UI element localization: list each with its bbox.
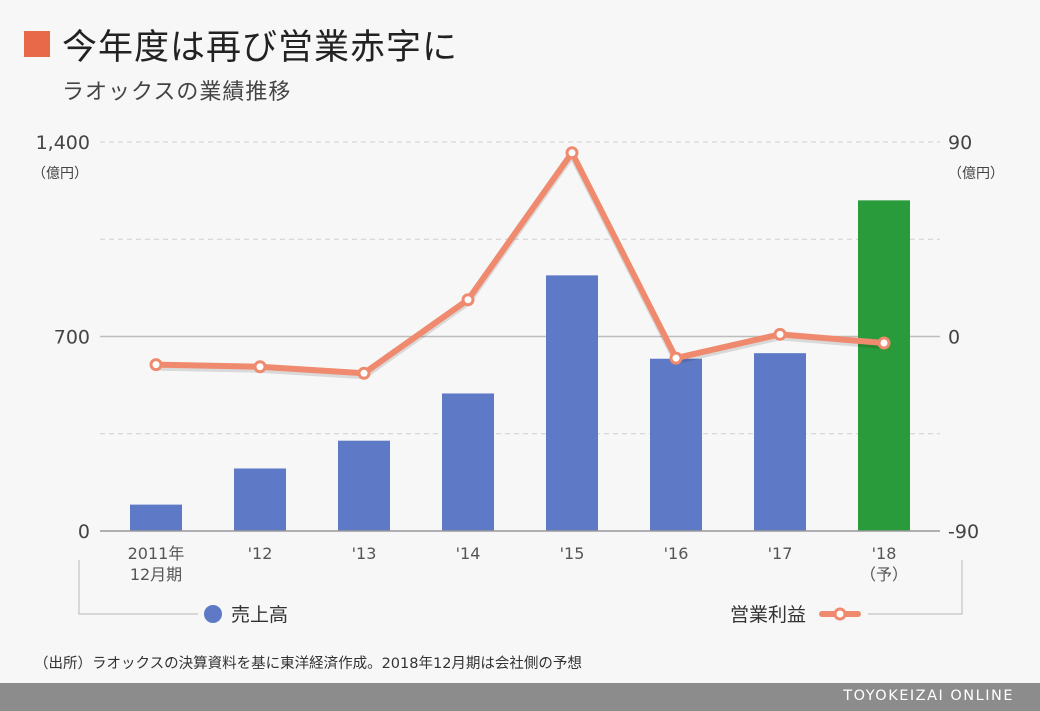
y-right-unit: （億円） [948, 166, 1004, 182]
line-shadow [155, 152, 885, 380]
y-right-tick-label: 90 [948, 132, 972, 154]
footer-brand: TOYOKEIZAI ONLINE [843, 688, 1014, 704]
line-point [877, 336, 891, 350]
legend-bar-label: 売上高 [231, 604, 288, 626]
legend-frame-right [868, 560, 963, 615]
x-tick-label: '12 [248, 544, 273, 563]
footer-bar: TOYOKEIZAI ONLINE [0, 683, 1040, 711]
y-left-tick-label: 700 [54, 327, 90, 349]
x-tick-label: （予） [860, 565, 908, 584]
y-right-tick-label: -90 [948, 521, 979, 543]
x-tick-label: 12月期 [130, 565, 182, 584]
title-row: 今年度は再び営業赤字に [24, 22, 458, 68]
legend-line-marker [833, 607, 847, 621]
operating-profit-line [153, 149, 887, 377]
bar [338, 440, 390, 531]
x-tick-label: '17 [768, 544, 793, 563]
x-tick-label: '16 [664, 544, 689, 563]
bar [234, 468, 286, 531]
line-point [461, 293, 475, 307]
line-point [669, 351, 683, 365]
bar [442, 393, 494, 531]
legend-frame-left [78, 560, 198, 615]
x-tick-label: '15 [560, 544, 585, 563]
x-tick-label: 2011年 [128, 544, 185, 563]
x-tick-label: '14 [456, 544, 481, 563]
chart-plot: 0 700 1,400 （億円） -90 0 90 （億円） 2011年 12月期 '12 '13 '1… [32, 132, 1004, 626]
bar [858, 200, 910, 531]
line-point [773, 327, 787, 341]
bar [754, 353, 806, 531]
legend-bar-marker [204, 605, 222, 623]
y-right-tick-label: 0 [948, 327, 960, 349]
x-tick-label: '13 [352, 544, 377, 563]
source-note: （出所）ラオックスの決算資料を基に東洋経済作成。2018年12月期は会社側の予想 [34, 656, 582, 672]
line-point [565, 146, 579, 160]
x-tick-label: '18 [872, 544, 897, 563]
line-point [357, 366, 371, 380]
legend-line-label: 営業利益 [730, 604, 806, 626]
chart-subtitle: ラオックスの業績推移 [62, 80, 292, 105]
y-left-unit: （億円） [32, 166, 88, 182]
bar [546, 275, 598, 531]
y-left-tick-label: 0 [78, 521, 90, 543]
line-point [149, 358, 163, 372]
y-left-tick-label: 1,400 [36, 132, 90, 154]
bar [650, 358, 702, 531]
title-marker [24, 31, 50, 57]
chart-title: 今年度は再び営業赤字に [62, 27, 459, 68]
bar [130, 504, 182, 531]
line-point [253, 360, 267, 374]
